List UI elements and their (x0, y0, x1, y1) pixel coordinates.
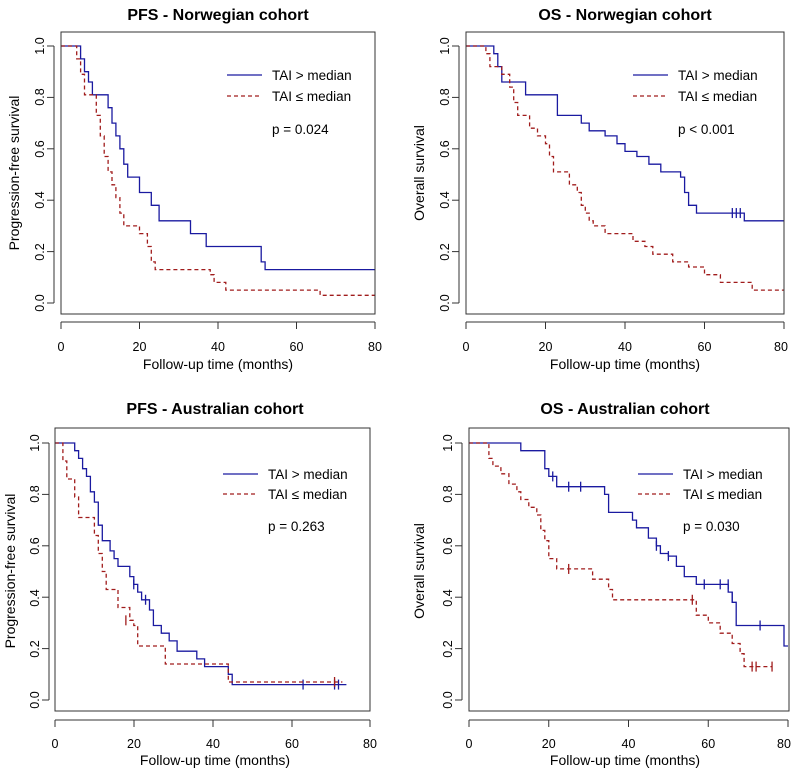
panel-title: PFS - Norwegian cohort (127, 7, 309, 24)
legend-entry-low: TAI ≤ median (272, 89, 351, 104)
y-tick-label: 0.2 (28, 640, 42, 657)
x-tick-label: 0 (466, 737, 473, 751)
y-tick-label: 0.4 (441, 589, 455, 606)
legend-entry-high: TAI > median (272, 68, 352, 83)
y-tick-label: 1.0 (28, 434, 42, 451)
km-panel-os-norwegian: OS - Norwegian cohort Follow-up time (mo… (411, 7, 788, 372)
km-curve-tai-low (55, 442, 343, 683)
x-tick-label: 20 (542, 737, 556, 751)
x-tick-label: 20 (539, 340, 553, 354)
x-axis-label: Follow-up time (months) (140, 752, 290, 768)
km-panel-pfs-australian: PFS - Australian cohort Follow-up time (… (2, 401, 377, 768)
x-axis-label: Follow-up time (months) (550, 356, 700, 372)
y-tick-label: 0.2 (33, 243, 47, 260)
panel-title: PFS - Australian cohort (126, 401, 304, 418)
y-tick-label: 0.0 (438, 294, 452, 311)
y-tick-label: 0.2 (441, 640, 455, 657)
panel-title: OS - Australian cohort (540, 401, 710, 418)
x-tick-label: 40 (206, 737, 220, 751)
x-tick-label: 60 (698, 340, 712, 354)
km-panel-pfs-norwegian: PFS - Norwegian cohort Follow-up time (m… (6, 7, 382, 372)
km-curve-tai-low (61, 45, 375, 296)
y-tick-label: 1.0 (438, 37, 452, 54)
x-tick-label: 0 (463, 340, 470, 354)
x-axis-label: Follow-up time (months) (143, 356, 293, 372)
panel-title: OS - Norwegian cohort (538, 7, 712, 24)
p-value: p = 0.030 (683, 519, 740, 534)
y-tick-label: 0.0 (33, 294, 47, 311)
x-tick-label: 80 (774, 340, 788, 354)
x-tick-label: 0 (52, 737, 59, 751)
y-tick-label: 0.6 (438, 140, 452, 157)
plot-frame (54, 427, 371, 712)
y-tick-label: 0.8 (28, 485, 42, 502)
p-value: p < 0.001 (678, 122, 735, 137)
x-tick-label: 80 (368, 340, 382, 354)
km-panel-os-australian: OS - Australian cohort Follow-up time (m… (411, 401, 791, 768)
p-value: p = 0.024 (272, 122, 329, 137)
y-axis-label: Progression-free survival (2, 494, 18, 649)
x-tick-label: 40 (618, 340, 632, 354)
plot-frame (468, 427, 790, 712)
y-axis-label: Overall survival (411, 125, 427, 221)
legend-entry-low: TAI ≤ median (678, 89, 757, 104)
x-tick-label: 60 (290, 340, 304, 354)
km-curve-tai-high (55, 442, 347, 686)
y-tick-label: 0.4 (438, 191, 452, 208)
x-tick-label: 40 (622, 737, 636, 751)
y-tick-label: 0.0 (441, 691, 455, 708)
y-tick-label: 0.0 (28, 691, 42, 708)
legend-entry-high: TAI > median (683, 467, 763, 482)
x-axis-label: Follow-up time (months) (550, 752, 700, 768)
y-tick-label: 0.8 (441, 485, 455, 502)
y-tick-label: 0.8 (438, 88, 452, 105)
x-tick-label: 0 (58, 340, 65, 354)
legend-entry-low: TAI ≤ median (683, 487, 762, 502)
legend-entry-high: TAI > median (678, 68, 758, 83)
y-tick-label: 0.4 (28, 589, 42, 606)
plot-frame (60, 31, 376, 315)
y-tick-label: 0.4 (33, 191, 47, 208)
y-tick-label: 1.0 (33, 37, 47, 54)
km-curve-tai-low (469, 442, 772, 668)
x-tick-label: 40 (211, 340, 225, 354)
x-tick-label: 60 (701, 737, 715, 751)
y-tick-label: 0.6 (28, 537, 42, 554)
km-curve-tai-high (466, 45, 784, 222)
y-axis-label: Progression-free survival (6, 96, 22, 251)
plot-frame (465, 31, 785, 315)
legend-entry-high: TAI > median (268, 467, 348, 482)
y-tick-label: 0.6 (441, 537, 455, 554)
x-tick-label: 80 (777, 737, 791, 751)
y-tick-label: 0.6 (33, 140, 47, 157)
x-tick-label: 80 (363, 737, 377, 751)
y-tick-label: 1.0 (441, 434, 455, 451)
p-value: p = 0.263 (268, 519, 325, 534)
x-tick-label: 60 (285, 737, 299, 751)
y-tick-label: 0.2 (438, 243, 452, 260)
x-tick-label: 20 (133, 340, 147, 354)
km-curve-tai-high (61, 45, 375, 271)
km-curve-tai-low (466, 45, 784, 291)
y-axis-label: Overall survival (411, 523, 427, 619)
y-tick-label: 0.8 (33, 88, 47, 105)
legend-entry-low: TAI ≤ median (268, 487, 347, 502)
x-tick-label: 20 (127, 737, 141, 751)
